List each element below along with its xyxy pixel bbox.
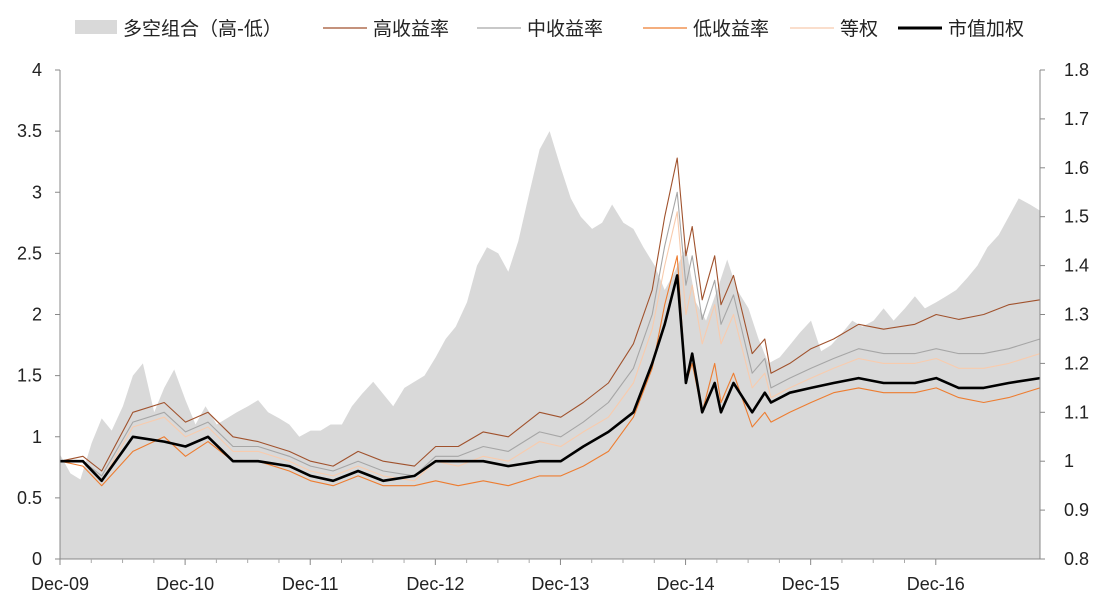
series-line-equal bbox=[60, 211, 1041, 482]
x-tick-label: Dec-12 bbox=[406, 574, 464, 594]
legend-label-high: 高收益率 bbox=[373, 18, 449, 40]
x-tick-label: Dec-13 bbox=[531, 574, 589, 594]
series-line-high bbox=[60, 157, 1041, 472]
y-right-tick-label: 1.7 bbox=[1064, 109, 1089, 129]
legend-item-equal: 等权 bbox=[790, 18, 878, 40]
legend-label-spread: 多空组合（高-低） bbox=[123, 18, 282, 40]
legend: 多空组合（高-低） 高收益率 中收益率 低收益率 等权 市值加权 bbox=[75, 18, 1024, 40]
legend-swatch-spread bbox=[75, 20, 117, 34]
y-right-tick-label: 1.3 bbox=[1064, 305, 1089, 325]
x-tick-label: Dec-09 bbox=[31, 574, 89, 594]
legend-item-cap: 市值加权 bbox=[898, 18, 1024, 40]
y-right-tick-label: 1.2 bbox=[1064, 353, 1089, 373]
legend-item-low: 低收益率 bbox=[643, 18, 769, 40]
legend-label-low: 低收益率 bbox=[693, 18, 769, 40]
y-left-tick-label: 1 bbox=[32, 427, 42, 447]
y-right-tick-label: 1.6 bbox=[1064, 158, 1089, 178]
y-left-tick-label: 0 bbox=[32, 549, 42, 569]
x-tick-label: Dec-16 bbox=[907, 574, 965, 594]
y-right-tick-label: 1.4 bbox=[1064, 256, 1089, 276]
y-right-tick-label: 0.9 bbox=[1064, 500, 1089, 520]
y-left-tick-label: 3 bbox=[32, 182, 42, 202]
y-left-tick-label: 2.5 bbox=[17, 243, 42, 263]
area-layer bbox=[60, 131, 1040, 559]
legend-item-spread: 多空组合（高-低） bbox=[75, 18, 282, 40]
legend-item-mid: 中收益率 bbox=[477, 18, 603, 40]
y-right-tick-label: 1 bbox=[1064, 451, 1074, 471]
axes-layer: 0 0.5 1 1.5 2 2.5 3 3.5 4 0.8 0.9 1 1.1 1.2 1.3 1.4 1.5 1… bbox=[17, 60, 1089, 594]
lines-layer bbox=[60, 157, 1041, 487]
y-left-tick-label: 0.5 bbox=[17, 488, 42, 508]
legend-item-high: 高收益率 bbox=[323, 18, 449, 40]
y-right-tick-label: 1.5 bbox=[1064, 207, 1089, 227]
y-left-tick-label: 1.5 bbox=[17, 366, 42, 386]
y-right-tick-label: 0.8 bbox=[1064, 549, 1089, 569]
x-tick-label: Dec-11 bbox=[282, 574, 339, 594]
x-tick-label: Dec-10 bbox=[156, 574, 214, 594]
legend-label-cap: 市值加权 bbox=[948, 18, 1024, 40]
series-line-cap bbox=[60, 274, 1041, 483]
y-left-tick-label: 3.5 bbox=[17, 121, 42, 141]
y-left-tick-label: 4 bbox=[32, 60, 42, 80]
y-right-tick-label: 1.8 bbox=[1064, 60, 1089, 80]
x-tick-label: Dec-15 bbox=[782, 574, 840, 594]
y-left-tick-label: 2 bbox=[32, 305, 42, 325]
legend-label-equal: 等权 bbox=[840, 18, 878, 40]
series-line-mid bbox=[60, 191, 1041, 477]
legend-label-mid: 中收益率 bbox=[527, 18, 603, 40]
x-tick-label: Dec-14 bbox=[657, 574, 715, 594]
series-area-spread bbox=[60, 131, 1040, 559]
y-right-tick-label: 1.1 bbox=[1064, 402, 1089, 422]
